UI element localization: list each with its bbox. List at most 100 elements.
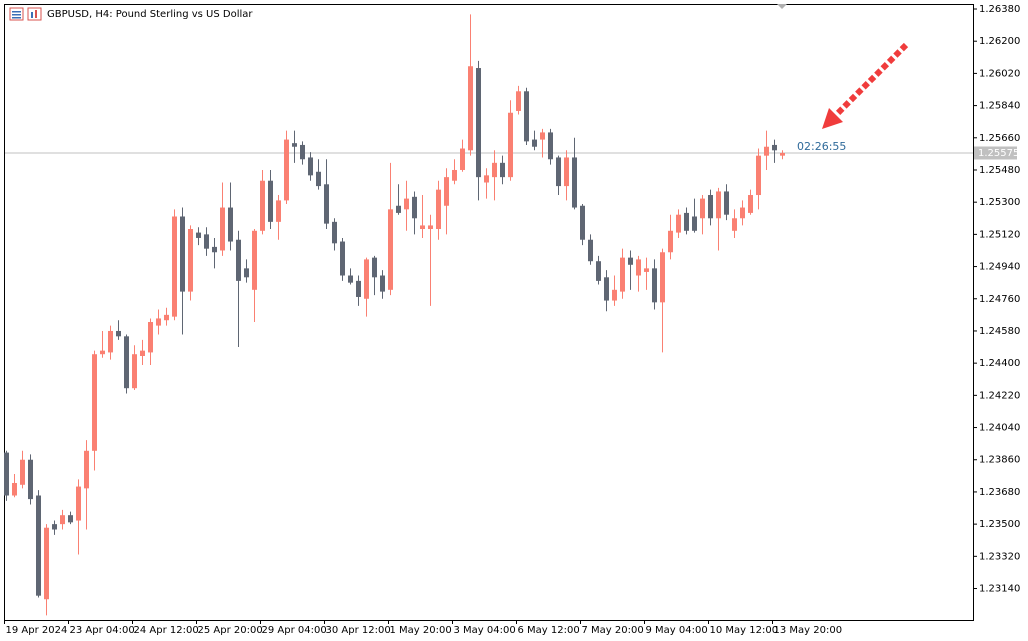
y-tick-label: 1.24580	[979, 326, 1020, 337]
candle-body	[756, 155, 761, 196]
y-tick-label: 1.23320	[979, 551, 1020, 562]
candle-body	[292, 143, 297, 147]
candle-body	[684, 212, 689, 231]
candle-body	[332, 221, 337, 244]
x-tick-label: 3 May 04:00	[454, 625, 516, 636]
candle-body	[644, 268, 649, 272]
x-tick-label: 7 May 20:00	[582, 625, 644, 636]
candle-body	[692, 216, 697, 231]
y-tick-label: 1.25300	[979, 197, 1020, 208]
candle-body	[204, 234, 209, 249]
y-tick-label: 1.26200	[979, 36, 1020, 47]
candle-body	[228, 207, 233, 242]
y-tick-label: 1.24040	[979, 423, 1020, 434]
candle-body	[460, 148, 465, 170]
y-tick-label: 1.24760	[979, 294, 1020, 305]
candle-body	[84, 450, 89, 489]
candle-body	[580, 205, 585, 240]
candle-body	[28, 459, 33, 500]
x-tick-label: 9 May 04:00	[646, 625, 708, 636]
arrow-shaft	[835, 42, 909, 116]
chart-title: GBPUSD, H4: Pound Sterling vs US Dollar	[47, 9, 253, 20]
candle-body	[276, 200, 281, 222]
candle-body	[4, 452, 9, 496]
candle-body	[516, 91, 521, 111]
candle-body	[548, 132, 553, 160]
y-tick-label: 1.24220	[979, 390, 1020, 401]
candle-body	[412, 196, 417, 219]
current-price-tag	[974, 146, 1017, 160]
candle-body	[636, 259, 641, 276]
candle-body	[564, 157, 569, 187]
candle-body	[12, 482, 17, 496]
candle-body	[668, 230, 673, 253]
plot-frame	[4, 4, 974, 621]
candle-body	[748, 195, 753, 213]
candle-body	[436, 189, 441, 230]
candle-body	[740, 207, 745, 219]
candle-body	[140, 350, 145, 356]
icon-bars	[27, 7, 42, 21]
icon-bar	[35, 10, 37, 18]
candle-body	[388, 209, 393, 290]
icon-line	[12, 11, 21, 13]
candle-body	[780, 152, 785, 156]
candle-body	[732, 218, 737, 231]
candle-body	[420, 225, 425, 230]
candle-body	[524, 91, 529, 142]
candle-body	[244, 268, 249, 278]
candle-body	[188, 229, 193, 292]
x-tick-label: 13 May 20:00	[774, 625, 843, 636]
candle-body	[76, 486, 81, 521]
candle-body	[196, 232, 201, 238]
candle-body	[252, 230, 257, 290]
candle-body	[476, 68, 481, 178]
candle-body	[220, 207, 225, 251]
candle-body	[604, 277, 609, 301]
candle-body	[44, 527, 49, 600]
y-tick-label: 1.24400	[979, 358, 1020, 369]
x-tick-label: 23 Apr 04:00	[70, 625, 135, 636]
candle-body	[268, 180, 273, 222]
candle-body	[316, 171, 321, 187]
candle-body	[300, 144, 305, 160]
y-tick-label: 1.26380	[979, 4, 1020, 15]
candle-body	[492, 162, 497, 178]
candle-body	[236, 239, 241, 281]
y-tick-label: 1.23500	[979, 519, 1020, 530]
candle-body	[212, 246, 217, 253]
candle-body	[572, 157, 577, 208]
arrow-head	[822, 108, 843, 129]
y-tick-label: 1.25480	[979, 165, 1020, 176]
candle-body	[180, 216, 185, 292]
candle-body	[68, 515, 73, 523]
candle-body	[372, 257, 377, 278]
y-tick-label: 1.25120	[979, 229, 1020, 240]
x-tick-label: 6 May 12:00	[518, 625, 580, 636]
icon-bar	[31, 12, 33, 18]
candle-body	[772, 144, 777, 151]
candle-body	[484, 175, 489, 183]
candle-body	[36, 495, 41, 596]
candle-body	[620, 257, 625, 292]
x-tick-label: 24 Apr 12:00	[134, 625, 199, 636]
y-tick-label: 1.26020	[979, 68, 1020, 79]
y-tick-label: 1.23680	[979, 487, 1020, 498]
candle-body	[764, 146, 769, 156]
x-tick-label: 30 Apr 12:00	[326, 625, 391, 636]
y-tick-label: 1.23140	[979, 584, 1020, 595]
candle-body	[468, 66, 473, 151]
candle-body	[156, 318, 161, 326]
y-tick-label: 1.24940	[979, 262, 1020, 273]
candle-body	[532, 139, 537, 147]
x-tick-label: 29 Apr 04:00	[262, 625, 327, 636]
candle-body	[356, 280, 361, 297]
candle-body	[124, 336, 129, 389]
y-tick-label: 1.25840	[979, 101, 1020, 112]
candle-body	[52, 524, 57, 530]
x-tick-label: 19 Apr 2024	[6, 625, 68, 636]
candle-body	[396, 205, 401, 213]
candle-body	[92, 354, 97, 451]
